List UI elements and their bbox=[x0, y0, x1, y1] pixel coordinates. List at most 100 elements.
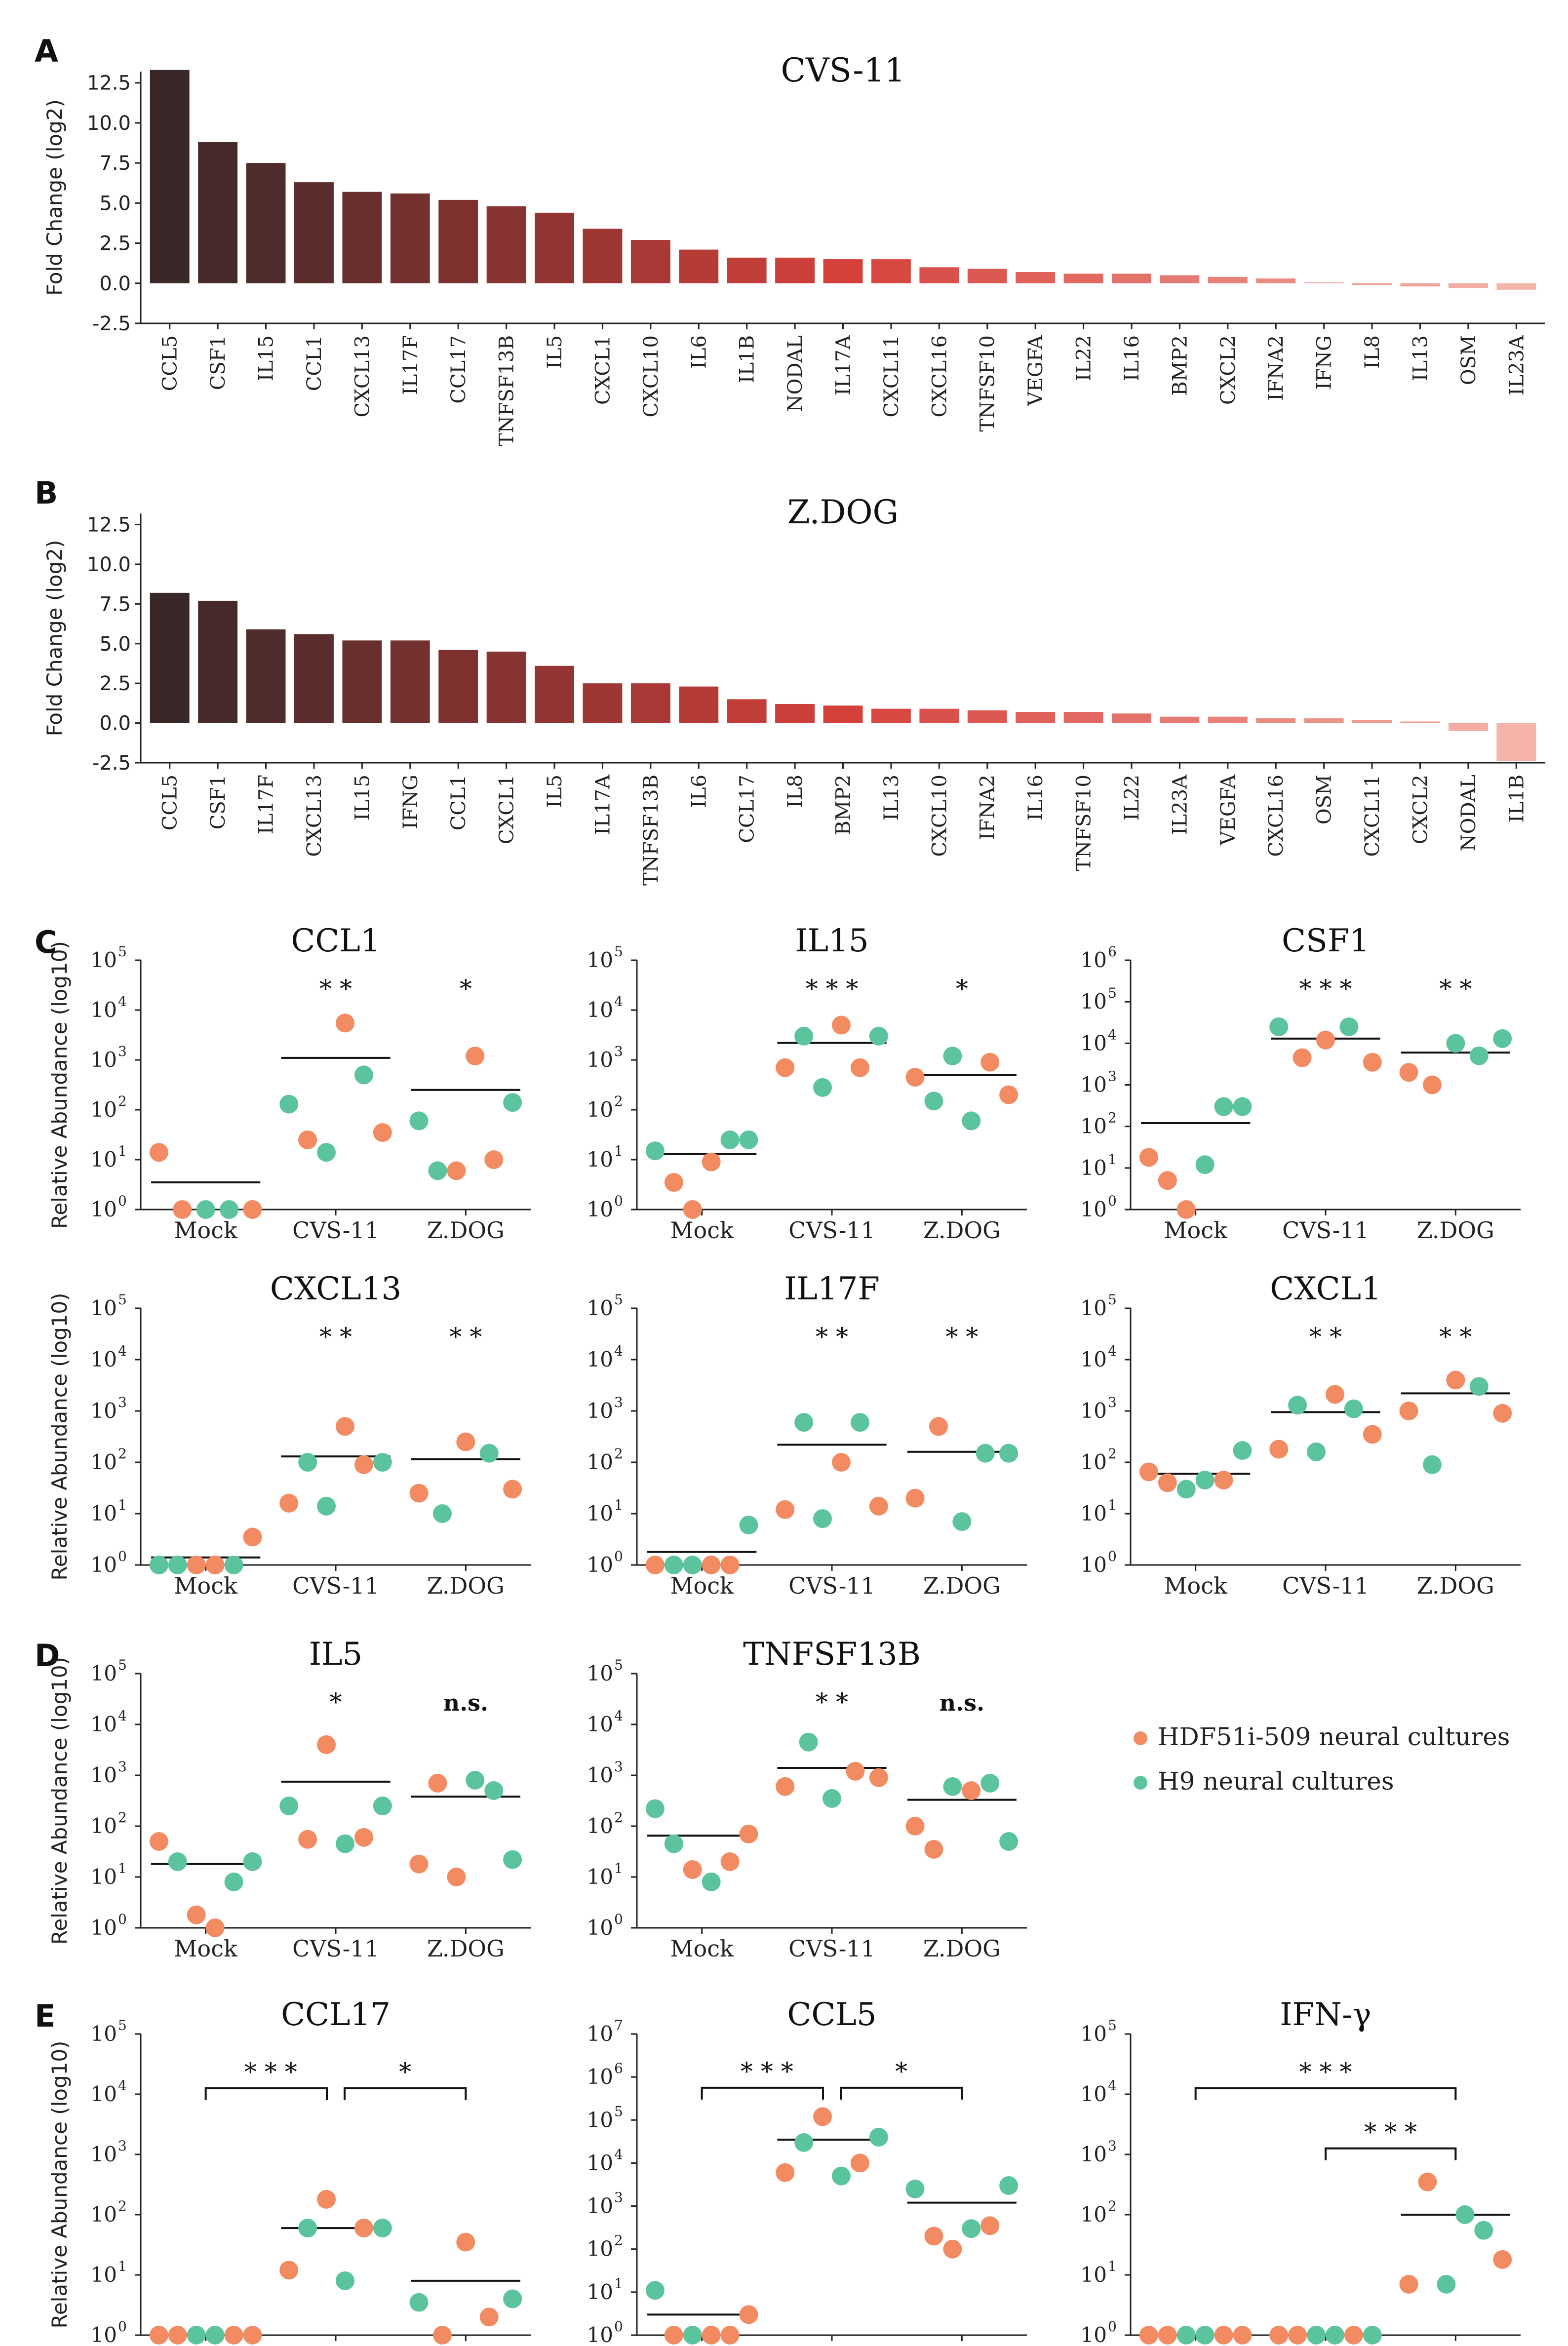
y-tick-label: 10 bbox=[587, 1147, 613, 1172]
y-axis-label: Relative Abundance (log10) bbox=[47, 1657, 72, 1945]
panel-letter: C bbox=[35, 924, 57, 960]
point-h9 bbox=[373, 2219, 392, 2238]
y-tick-label: 10 bbox=[587, 2194, 613, 2218]
y-tick-exponent: 3 bbox=[118, 1759, 127, 1775]
point-hdf51i bbox=[279, 1493, 299, 1513]
point-hdf51i bbox=[205, 1556, 225, 1574]
point-hdf51i bbox=[1399, 1402, 1418, 1420]
y-tick-label: 10 bbox=[587, 2237, 613, 2261]
point-hdf51i bbox=[173, 1200, 192, 1219]
point-hdf51i bbox=[739, 2305, 758, 2324]
y-tick-exponent: 4 bbox=[614, 993, 623, 1010]
point-hdf51i bbox=[664, 1173, 683, 1192]
point-h9 bbox=[205, 2326, 225, 2345]
y-tick-label: 10 bbox=[1081, 2263, 1107, 2287]
x-tick-label: CVS-11 bbox=[1282, 2343, 1369, 2346]
y-tick-label: 10 bbox=[1081, 1347, 1107, 1371]
y-tick-exponent: 2 bbox=[614, 1809, 623, 1826]
y-tick-exponent: 2 bbox=[614, 1446, 623, 1462]
point-hdf51i bbox=[187, 1556, 206, 1574]
bar bbox=[871, 708, 911, 723]
point-h9 bbox=[794, 2133, 814, 2152]
x-tick-label: CXCL11 bbox=[880, 335, 903, 417]
point-h9 bbox=[503, 1093, 522, 1112]
y-tick-exponent: 0 bbox=[118, 1911, 127, 1927]
x-tick-label: IL15 bbox=[255, 335, 278, 381]
chart-title: TNFSF13B bbox=[743, 1636, 921, 1673]
y-tick-label: 10 bbox=[1081, 1296, 1107, 1320]
significance-label: * * bbox=[816, 1688, 848, 1717]
x-tick-label: IL16 bbox=[1024, 775, 1047, 821]
point-hdf51i bbox=[373, 1123, 392, 1142]
point-hdf51i bbox=[1399, 2274, 1418, 2294]
point-hdf51i bbox=[739, 1824, 758, 1843]
point-hdf51i bbox=[149, 2326, 168, 2345]
y-tick-exponent: 0 bbox=[118, 1193, 127, 1209]
point-hdf51i bbox=[243, 1527, 262, 1547]
significance-label: n.s. bbox=[443, 1689, 488, 1716]
point-h9 bbox=[1422, 1455, 1442, 1474]
y-tick-exponent: 1 bbox=[118, 1143, 127, 1159]
point-hdf51i bbox=[1269, 1440, 1289, 1459]
y-tick-label: 10 bbox=[91, 1347, 117, 1371]
point-h9 bbox=[683, 2326, 702, 2345]
point-h9 bbox=[683, 1556, 702, 1574]
x-tick-label: NODAL bbox=[1457, 775, 1480, 851]
point-h9 bbox=[298, 1453, 317, 1472]
significance-bracket bbox=[701, 2086, 824, 2100]
y-tick-exponent: 1 bbox=[118, 1497, 127, 1513]
x-tick-label: CVS-11 bbox=[292, 1935, 379, 1962]
x-tick-label: Z.DOG bbox=[923, 1935, 1001, 1962]
y-tick-exponent: 6 bbox=[1108, 943, 1117, 960]
point-hdf51i bbox=[1418, 2172, 1437, 2191]
y-tick-exponent: 1 bbox=[118, 2258, 127, 2274]
y-tick-label: 10 bbox=[587, 2065, 613, 2089]
point-hdf51i bbox=[168, 2326, 187, 2345]
x-tick-label: CVS-11 bbox=[292, 1217, 379, 1244]
bar bbox=[1112, 274, 1151, 283]
point-h9 bbox=[1195, 1471, 1215, 1490]
point-h9 bbox=[1493, 1029, 1512, 1048]
point-h9 bbox=[952, 1512, 972, 1531]
bar bbox=[1160, 275, 1200, 283]
point-h9 bbox=[869, 1026, 888, 1046]
point-h9 bbox=[943, 1777, 962, 1796]
x-tick-label: CCL5 bbox=[159, 335, 182, 391]
bar bbox=[967, 269, 1007, 283]
x-tick-label: IL15 bbox=[351, 775, 374, 821]
chart-title: IL15 bbox=[795, 923, 868, 959]
y-tick-label: 10 bbox=[587, 1399, 613, 1423]
y-tick-exponent: 1 bbox=[614, 1497, 623, 1513]
significance-label: * * bbox=[449, 1323, 482, 1351]
y-tick-exponent: 5 bbox=[614, 1657, 623, 1673]
y-tick-exponent: 0 bbox=[1108, 2318, 1117, 2335]
x-tick-label: TNFSF10 bbox=[977, 335, 999, 432]
y-tick-exponent: 5 bbox=[118, 943, 127, 960]
x-tick-label: CVS-11 bbox=[292, 2343, 379, 2346]
y-tick-label: 10 bbox=[1081, 2202, 1107, 2227]
x-tick-label: IL1B bbox=[736, 335, 759, 383]
point-hdf51i bbox=[905, 1068, 925, 1087]
point-h9 bbox=[962, 2219, 981, 2238]
bar-chart-A: A CVS-11 -2.5 0.0 2.5 5.0 7.5 10.0 12.5 Fold Chan… bbox=[35, 33, 1545, 446]
point-hdf51i bbox=[776, 1777, 795, 1796]
point-h9 bbox=[224, 1556, 243, 1574]
bracket-stars: * * * bbox=[244, 2058, 297, 2086]
point-hdf51i bbox=[846, 1761, 865, 1781]
x-tick-label: CVS-11 bbox=[788, 1935, 875, 1962]
point-h9 bbox=[317, 1496, 336, 1516]
y-tick-exponent: 0 bbox=[614, 1548, 623, 1564]
x-tick-label: Mock bbox=[1164, 1572, 1228, 1599]
x-tick-label: CXCL1 bbox=[591, 335, 614, 405]
chart-title: CCL5 bbox=[787, 1996, 876, 2033]
point-hdf51i bbox=[1139, 1148, 1158, 1167]
point-hdf51i bbox=[409, 1854, 429, 1874]
y-tick-label: 10 bbox=[91, 1553, 117, 1577]
point-hdf51i bbox=[980, 2216, 1000, 2235]
y-tick-label: 10 bbox=[1081, 1156, 1107, 1180]
point-hdf51i bbox=[432, 2326, 452, 2345]
x-tick-label: IFNG bbox=[1313, 335, 1336, 390]
y-tick-label: 10 bbox=[1081, 989, 1107, 1014]
